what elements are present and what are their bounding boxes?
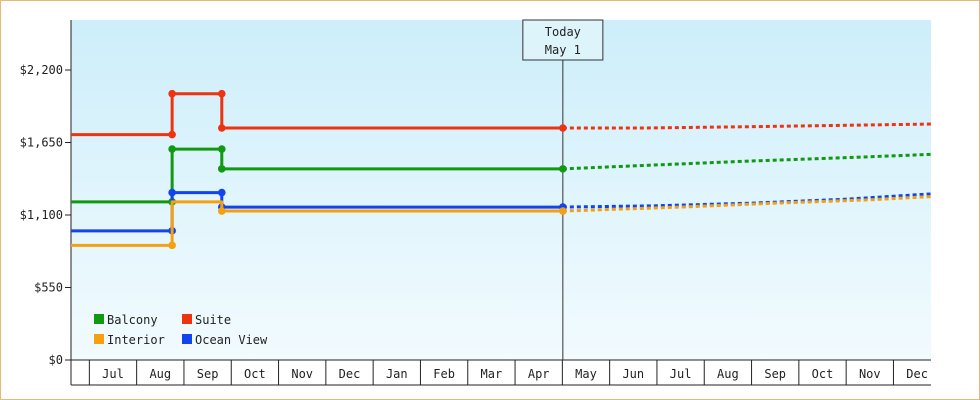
legend-label-interior: Interior [107,333,165,347]
x-tick-label: Nov [291,367,313,381]
data-point-interior [559,207,567,215]
legend-swatch-suite [182,314,192,324]
x-tick-label: Sep [197,367,219,381]
series-forecast-interior [562,195,932,213]
series-lines [71,89,932,250]
legend-label-balcony: Balcony [107,313,158,327]
data-point-suite [217,89,226,98]
x-tick-label: May [575,367,597,381]
data-point-ocean-view [168,188,176,197]
series-line-balcony [71,147,563,204]
series-line-suite [71,92,563,137]
legend: Balcony Suite Interior Ocean View [94,313,268,347]
x-tick-label: Apr [528,367,550,381]
today-date: May 1 [545,43,581,57]
legend-swatch-ocean-view [182,334,192,344]
series-forecast-balcony [562,152,932,171]
y-tick-label: $550 [34,281,63,295]
x-tick-label: Jul [670,367,692,381]
x-tick-label: Oct [812,367,834,381]
data-point-interior [168,241,176,250]
today-label: Today [545,25,581,39]
data-point-ocean-view [217,188,226,197]
data-point-balcony [217,145,226,153]
x-tick-label: Mar [481,367,503,381]
y-tick-label: $1,650 [20,136,63,150]
data-point-balcony [217,165,226,173]
data-point-suite [168,89,176,98]
series-line-interior [71,200,563,247]
y-tick-label: $1,100 [20,208,63,222]
data-point-suite [168,130,176,139]
series-forecast-suite [562,122,932,130]
x-tick-label: Jun [622,367,644,381]
x-tick-label: Dec [339,367,361,381]
x-tick-label: Nov [859,367,881,381]
y-tick-label: $0 [49,353,63,367]
x-tick-label: Jan [386,367,408,381]
series-forecast-ocean-view [562,192,932,209]
data-point-interior [217,207,226,215]
x-tick-label: Sep [764,367,786,381]
data-point-suite [217,124,226,132]
plot-background [71,20,931,360]
legend-label-suite: Suite [195,313,231,327]
data-point-suite [559,124,567,132]
today-box [522,19,604,61]
x-tick-label: Dec [906,367,928,381]
today-marker: Today May 1 [522,19,604,360]
x-tick-label: Feb [433,367,455,381]
data-point-balcony [168,145,176,153]
legend-label-ocean-view: Ocean View [195,333,268,347]
legend-swatch-interior [94,334,104,344]
x-tick-label: Oct [244,367,266,381]
series-line-ocean-view [71,191,563,233]
legend-swatch-balcony [94,314,104,324]
x-tick-label: Aug [149,367,171,381]
data-point-balcony [559,165,567,173]
y-tick-label: $2,200 [20,63,63,77]
x-tick-label: Jul [102,367,124,381]
x-tick-label: Aug [717,367,739,381]
axes: $0 $550 $1,100 $1,650 $2,200 Jul Aug Sep Oct Nov D… [20,20,931,386]
